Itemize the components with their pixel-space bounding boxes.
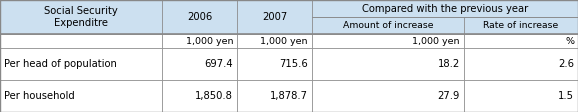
Text: 27.9: 27.9 <box>438 91 460 101</box>
Bar <box>312 48 464 80</box>
Text: %: % <box>565 37 574 45</box>
Text: Social Security
Expenditre: Social Security Expenditre <box>44 6 118 28</box>
Bar <box>464 48 578 80</box>
Text: Compared with the previous year: Compared with the previous year <box>362 3 528 14</box>
Bar <box>162 80 237 112</box>
Text: 2007: 2007 <box>262 12 287 22</box>
Bar <box>0 34 162 48</box>
Bar <box>0 0 162 34</box>
Text: 1,878.7: 1,878.7 <box>270 91 308 101</box>
Bar <box>464 17 578 34</box>
Text: 697.4: 697.4 <box>205 59 233 69</box>
Text: Rate of increase: Rate of increase <box>483 21 558 30</box>
Text: 1,850.8: 1,850.8 <box>195 91 233 101</box>
Text: 1.5: 1.5 <box>558 91 574 101</box>
Bar <box>162 48 237 80</box>
Text: 2006: 2006 <box>187 12 212 22</box>
Bar <box>312 17 464 34</box>
Bar <box>237 80 312 112</box>
Bar <box>464 34 578 48</box>
Text: 18.2: 18.2 <box>438 59 460 69</box>
Text: 1,000 yen: 1,000 yen <box>261 37 308 45</box>
Bar <box>237 0 312 34</box>
Text: 2.6: 2.6 <box>558 59 574 69</box>
Text: 715.6: 715.6 <box>279 59 308 69</box>
Bar <box>162 34 237 48</box>
Bar <box>312 34 464 48</box>
Bar <box>464 80 578 112</box>
Text: Amount of increase: Amount of increase <box>343 21 434 30</box>
Bar <box>312 0 578 17</box>
Text: Per household: Per household <box>4 91 75 101</box>
Text: Per head of population: Per head of population <box>4 59 117 69</box>
Bar <box>237 48 312 80</box>
Bar <box>0 80 162 112</box>
Text: 1,000 yen: 1,000 yen <box>413 37 460 45</box>
Bar <box>0 48 162 80</box>
Bar <box>237 34 312 48</box>
Text: 1,000 yen: 1,000 yen <box>186 37 233 45</box>
Bar <box>162 0 237 34</box>
Bar <box>312 80 464 112</box>
